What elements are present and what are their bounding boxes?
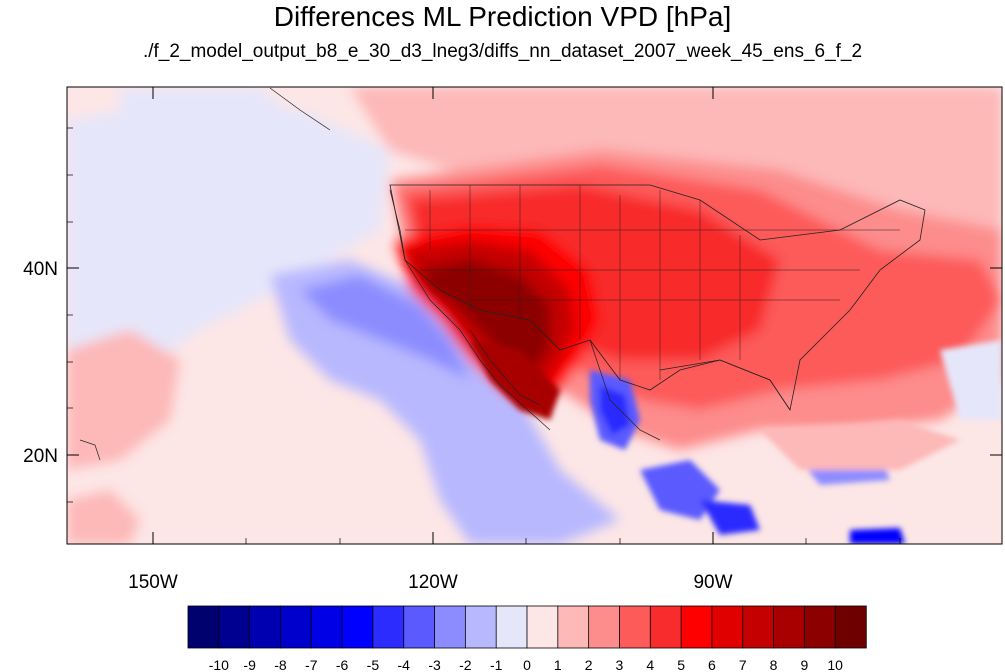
colorbar-swatch [834,605,867,649]
colorbar-tick-label: 2 [585,657,593,672]
colorbar-tick-label: 5 [677,657,685,672]
colorbar-swatch [464,605,497,649]
colorbar-swatch [557,605,590,649]
colorbar-tick-label: -6 [336,657,349,672]
colorbar-swatch [187,605,220,649]
colorbar-swatch [803,605,836,649]
colorbar-swatch [249,605,282,649]
colorbar-tick-label: 0 [523,657,531,672]
colorbar-swatch [372,605,405,649]
colorbar-swatch [588,605,621,649]
colorbar: -10 -9 -8 -7 -6 -5 -4 -3 -2 -1 0 1 2 3 4 5 6 7 8 9 10 [187,605,867,672]
colorbar-swatch [649,605,682,649]
lon-label-150w: 150W [128,572,178,593]
colorbar-tick-label: -5 [367,657,380,672]
colorbar-tick-label: -4 [398,657,411,672]
colorbar-swatch [495,605,528,649]
map-frame [66,86,1003,545]
colorbar-tick-label: -3 [428,657,441,672]
colorbar-tick-label: -10 [209,657,229,672]
map-title: Differences ML Prediction VPD [hPa] [273,1,732,32]
state-lines [405,185,900,380]
lat-label-40n: 40N [23,259,58,280]
colorbar-tick-label: 10 [827,657,843,672]
colorbar-swatch [310,605,343,649]
colorbar-swatch [619,605,651,649]
lon-label-120w: 120W [408,572,458,593]
colorbar-swatch [341,605,374,649]
colorbar-tick-label: -2 [459,657,472,672]
colorbar-swatch [434,605,467,649]
colorbar-swatch [742,605,775,649]
colorbar-swatch [403,605,436,649]
colorbar-tick-label: -1 [490,657,503,672]
axis-ticks [67,87,1002,544]
colorbar-tick-label: -7 [305,657,318,672]
colorbar-tick-label: 8 [770,657,778,672]
map-subtitle: ./f_2_model_output_b8_e_30_d3_lneg3/diff… [142,41,863,62]
colorbar-swatch [773,605,806,649]
colorbar-tick-label: -9 [243,657,256,672]
colorbar-swatch [218,605,251,649]
colorbar-swatch [526,605,559,649]
colorbar-swatch [680,605,713,649]
colorbar-tick-label: 3 [616,657,624,672]
colorbar-tick-label: 9 [800,657,808,672]
colorbar-swatch [711,605,744,649]
colorbar-tick-label: 4 [646,657,654,672]
lon-label-90w: 90W [693,572,732,593]
minor-ticks [67,127,901,544]
colorbar-tick-label: -8 [274,657,287,672]
colorbar-tick-label: 1 [554,657,562,672]
coastlines [79,87,791,461]
colorbar-swatch [280,605,312,649]
colorbar-tick-label: 7 [739,657,747,672]
colorbar-tick-label: 6 [708,657,716,672]
lat-label-20n: 20N [23,446,58,467]
map-plot-area [67,87,1002,544]
